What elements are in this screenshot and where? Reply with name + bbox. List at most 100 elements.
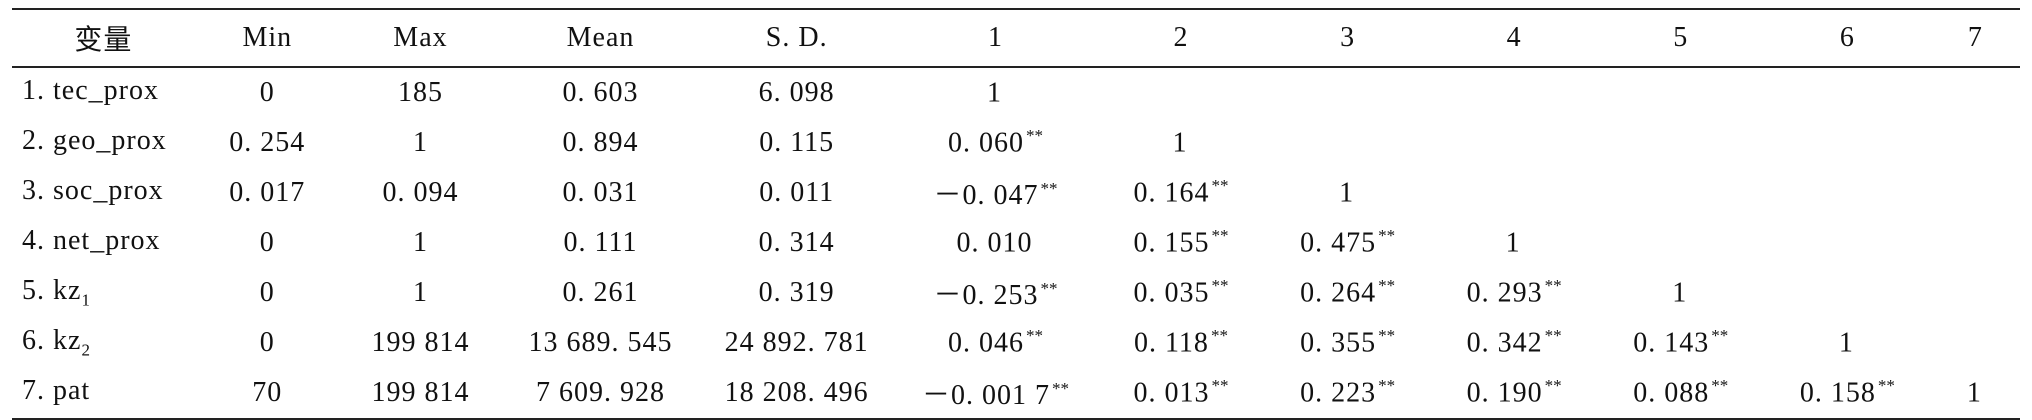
- variable-label: 4. net_prox: [12, 218, 195, 268]
- correlation-cell: [1264, 67, 1431, 118]
- variable-subscript: 2: [81, 340, 90, 360]
- significance-marker: **: [1711, 326, 1729, 346]
- mean-value: 0. 894: [562, 127, 639, 158]
- correlation-cell: [1098, 67, 1265, 118]
- variable-label: 6. kz2: [12, 318, 195, 368]
- mean-value: 0. 603: [562, 77, 639, 108]
- table-row: 5. kz1 0 1 0. 261 0. 319 －0. 253 ** 0. 035 ** 0. …: [12, 268, 2020, 318]
- sd-value: 0. 115: [759, 127, 835, 158]
- mean-value: 0. 031: [562, 177, 639, 208]
- correlation-cell: 1: [1764, 318, 1931, 368]
- table-row: 3. soc_prox 0. 017 0. 094 0. 031 0. 011 －0. 0…: [12, 168, 2020, 218]
- correlation-value: 0. 223: [1300, 377, 1377, 409]
- significance-marker: **: [1544, 276, 1562, 296]
- correlation-cell: [1931, 218, 2020, 268]
- correlation-value: 1: [1672, 277, 1688, 309]
- correlation-value: 0. 158: [1799, 377, 1876, 409]
- correlation-value: 0. 190: [1466, 377, 1543, 409]
- correlation-cell: [1931, 168, 2020, 218]
- correlation-cell: [1931, 268, 2020, 318]
- correlation-cell: 1: [1431, 218, 1598, 268]
- variable-name: 7. pat: [22, 375, 91, 407]
- max-value: 1: [412, 277, 428, 308]
- significance-marker: **: [1544, 376, 1562, 396]
- variable-label: 7. pat: [12, 368, 195, 420]
- correlation-cell: 0. 060 **: [893, 118, 1097, 168]
- max-value: 185: [397, 77, 443, 108]
- max-value: 1: [412, 227, 428, 258]
- correlation-value: 0. 164: [1133, 177, 1210, 209]
- variable-label: 1. tec_prox: [12, 67, 195, 118]
- correlation-cell: 1: [893, 67, 1097, 118]
- significance-marker: **: [1211, 276, 1229, 296]
- correlation-cell: 0. 158 **: [1764, 368, 1931, 420]
- correlation-cell: 0. 143 **: [1597, 318, 1764, 368]
- correlation-cell: [1764, 67, 1931, 118]
- significance-marker: **: [1211, 226, 1229, 246]
- min-value: 0. 017: [229, 177, 306, 208]
- significance-marker: **: [1378, 326, 1396, 346]
- header-col-6: 6: [1764, 8, 1931, 68]
- correlation-cell: －0. 047 **: [893, 168, 1097, 218]
- correlation-value: －0. 253: [933, 280, 1039, 311]
- correlation-value: 1: [1172, 127, 1188, 159]
- sd-value: 24 892. 781: [724, 327, 869, 358]
- correlation-cell: [1764, 218, 1931, 268]
- header-col-3: 3: [1264, 8, 1431, 68]
- correlation-value: 0. 264: [1300, 277, 1377, 309]
- correlation-cell: 0. 264 **: [1264, 268, 1431, 318]
- correlation-value: 0. 013: [1133, 377, 1210, 409]
- correlation-cell: 0. 035 **: [1098, 268, 1265, 318]
- significance-marker: **: [1026, 126, 1044, 146]
- table-header-row: 变量 Min Max Mean S. D. 1 2 3 4 5 6 7: [12, 8, 2020, 68]
- variable-name: 4. net_prox: [22, 225, 161, 257]
- correlation-cell: －0. 001 7 **: [893, 368, 1098, 420]
- significance-marker: **: [1040, 178, 1058, 198]
- table-row: 2. geo_prox 0. 254 1 0. 894 0. 115 0. 060 ** 1: [12, 118, 2020, 168]
- significance-marker: **: [1544, 326, 1562, 346]
- max-value: 0. 094: [382, 177, 459, 208]
- correlation-cell: 0. 010: [893, 218, 1097, 268]
- correlation-value: 0. 293: [1466, 277, 1543, 309]
- correlation-value: －0. 047: [933, 180, 1039, 211]
- min-value: 0: [259, 327, 275, 358]
- significance-marker: **: [1378, 276, 1396, 296]
- correlation-cell: [1931, 318, 2020, 368]
- correlation-cell: 0. 155 **: [1098, 218, 1265, 268]
- header-max: Max: [339, 8, 502, 68]
- correlation-cell: [1597, 118, 1764, 168]
- table-row: 7. pat 70 199 814 7 609. 928 18 208. 496 －0. …: [12, 368, 2020, 420]
- min-value: 0: [259, 77, 275, 108]
- correlation-cell: [1764, 268, 1931, 318]
- header-variable: 变量: [12, 8, 195, 68]
- correlation-cell: 0. 342 **: [1431, 318, 1598, 368]
- variable-name: 5. kz: [22, 275, 82, 307]
- mean-value: 0. 111: [563, 227, 638, 258]
- correlation-cell: [1931, 67, 2020, 118]
- header-col-7: 7: [1930, 8, 2020, 68]
- header-col-2: 2: [1097, 8, 1265, 68]
- table-row: 1. tec_prox 0 185 0. 603 6. 098 1: [12, 67, 2020, 118]
- variable-name: 3. soc_prox: [22, 175, 164, 207]
- correlation-value: －0. 001 7: [922, 380, 1051, 411]
- correlation-value: 1: [1505, 227, 1521, 259]
- variable-name: 6. kz: [22, 325, 82, 357]
- significance-marker: **: [1211, 376, 1229, 396]
- header-col-1: 1: [893, 8, 1098, 68]
- sd-value: 6. 098: [758, 77, 835, 108]
- min-value: 0. 254: [229, 127, 306, 158]
- correlation-value: 1: [1339, 177, 1355, 209]
- sd-value: 18 208. 496: [699, 368, 894, 420]
- variable-label: 2. geo_prox: [12, 118, 195, 168]
- correlation-cell: 0. 190 **: [1430, 368, 1598, 420]
- correlation-cell: [1931, 118, 2020, 168]
- correlation-cell: －0. 253 **: [893, 268, 1097, 318]
- header-min: Min: [194, 8, 340, 68]
- correlation-cell: 0. 355 **: [1264, 318, 1431, 368]
- min-value: 0: [259, 227, 275, 258]
- correlation-cell: [1597, 168, 1764, 218]
- mean-value: 13 689. 545: [528, 327, 673, 358]
- significance-marker: **: [1211, 176, 1229, 196]
- correlation-value: 0. 088: [1633, 377, 1710, 409]
- correlation-value: 0. 342: [1466, 327, 1543, 359]
